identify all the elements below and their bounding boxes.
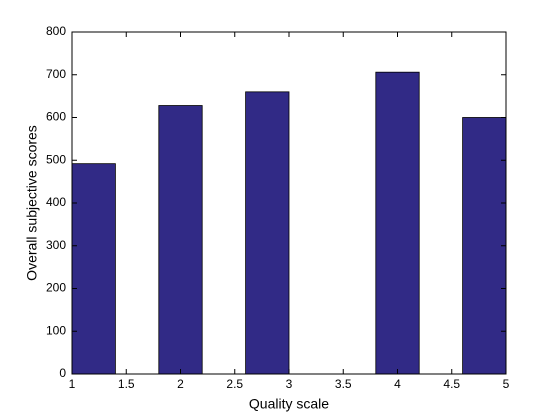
bar <box>158 105 203 375</box>
y-tick-label: 600 <box>46 110 66 124</box>
y-tick-label: 200 <box>46 281 66 295</box>
y-tick-label: 500 <box>46 152 66 166</box>
x-tick-label: 3.5 <box>335 377 352 391</box>
y-axis-label: Overall subjective scores <box>24 125 40 281</box>
y-tick-label: 300 <box>46 238 66 252</box>
y-tick-label: 0 <box>59 366 66 380</box>
x-tick-label: 2 <box>177 377 184 391</box>
x-tick-label: 2.5 <box>226 377 243 391</box>
x-tick-label: 4.5 <box>443 377 460 391</box>
x-axis-label: Quality scale <box>249 396 329 412</box>
x-tick-label: 1.5 <box>118 377 135 391</box>
y-tick-label: 700 <box>46 67 66 81</box>
x-tick-label: 4 <box>394 377 401 391</box>
bar <box>375 71 420 375</box>
bar <box>462 117 507 375</box>
y-tick-label: 100 <box>46 323 66 337</box>
y-tick-label: 400 <box>46 195 66 209</box>
x-tick-label: 5 <box>503 377 510 391</box>
y-tick-label: 800 <box>46 24 66 38</box>
x-tick-label: 3 <box>286 377 293 391</box>
bar <box>245 91 290 375</box>
bar <box>71 163 116 375</box>
x-tick-label: 1 <box>69 377 76 391</box>
